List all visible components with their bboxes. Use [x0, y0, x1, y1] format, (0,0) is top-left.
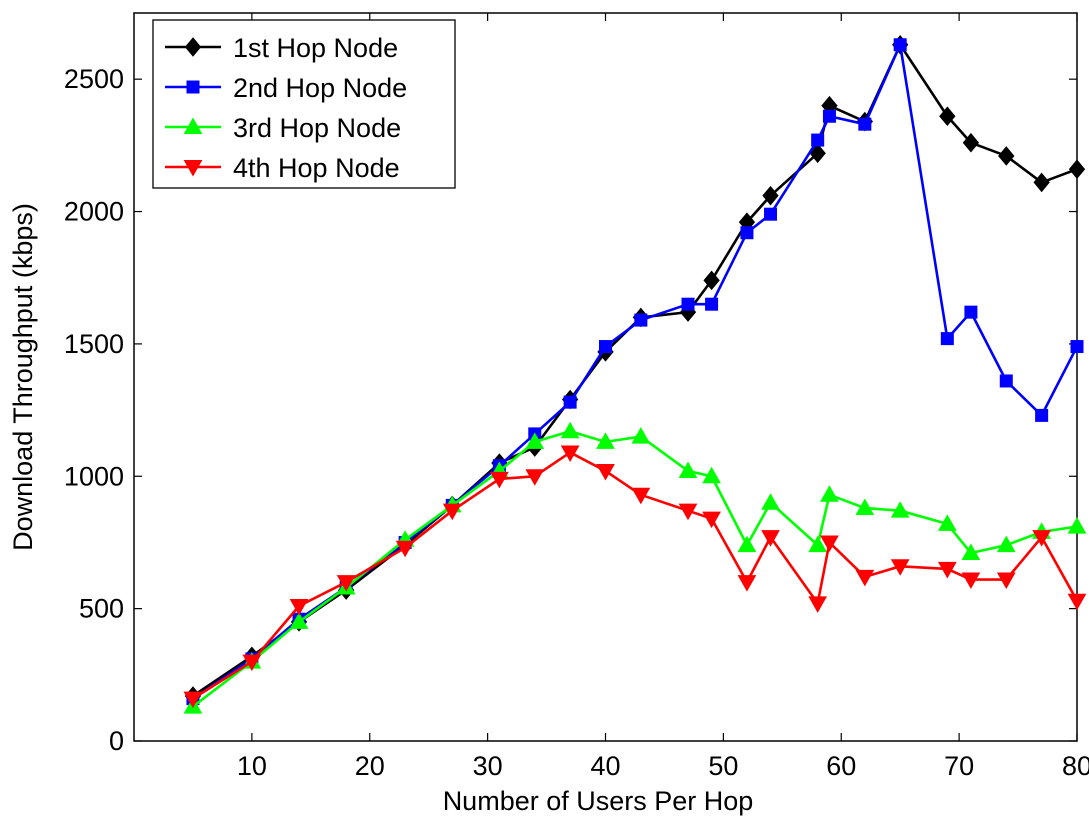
data-point — [596, 432, 615, 449]
data-point — [634, 313, 648, 327]
axes: 10 20 30 40 50 60 70 80 0 500 1000 1500 2000 2500 — [64, 13, 1089, 781]
data-point — [761, 530, 780, 547]
data-point — [525, 469, 545, 486]
legend-entry: 2nd Hop Node — [165, 73, 407, 103]
data-point — [961, 572, 981, 590]
data-point — [1032, 530, 1051, 547]
data-point — [678, 503, 698, 521]
x-tick-label: 40 — [590, 751, 620, 781]
data-point — [395, 540, 415, 558]
data-point — [442, 503, 462, 521]
y-tick-label: 2000 — [64, 197, 124, 227]
data-point — [855, 498, 875, 516]
x-tick-label: 70 — [944, 751, 974, 781]
data-point — [1070, 340, 1084, 354]
data-point — [560, 445, 580, 462]
data-point — [1068, 159, 1086, 179]
data-point — [1035, 408, 1049, 422]
data-point — [996, 572, 1016, 590]
data-point — [702, 511, 721, 529]
data-point — [678, 461, 698, 478]
legend-entry: 1st Hop Node — [165, 33, 398, 63]
data-point — [890, 559, 910, 576]
data-point — [183, 691, 203, 709]
data-point — [560, 421, 580, 439]
legend-swatch-marker — [184, 37, 202, 57]
y-tick-label: 1000 — [64, 461, 124, 491]
legend-label: 1st Hop Node — [233, 33, 398, 63]
data-point — [737, 575, 757, 592]
x-tick-label: 10 — [237, 751, 267, 781]
data-point — [820, 485, 839, 502]
data-point — [336, 575, 356, 592]
legend-label: 3rd Hop Node — [233, 113, 401, 143]
legend-label: 2nd Hop Node — [233, 73, 407, 103]
data-point — [961, 543, 981, 561]
data-point — [490, 471, 509, 489]
data-point — [1067, 593, 1087, 611]
data-point — [996, 535, 1016, 553]
data-point — [740, 226, 754, 240]
data-point — [964, 305, 978, 319]
legend-label: 4th Hop Node — [233, 153, 400, 183]
y-tick-label: 500 — [79, 594, 124, 624]
data-point — [289, 598, 309, 616]
data-point — [242, 654, 262, 672]
data-point — [937, 561, 957, 579]
data-point — [820, 535, 839, 552]
data-point — [811, 133, 825, 147]
x-tick-label: 30 — [473, 751, 503, 781]
data-point — [939, 106, 956, 127]
data-point — [761, 493, 780, 510]
data-point — [703, 270, 720, 291]
data-point — [289, 612, 309, 629]
legend-swatch-marker — [186, 80, 200, 94]
data-point — [525, 432, 545, 449]
x-tick-label: 80 — [1062, 751, 1089, 781]
data-point — [631, 427, 651, 444]
data-point — [999, 374, 1013, 388]
series-layer — [183, 34, 1087, 714]
data-point — [890, 501, 910, 518]
data-point — [808, 596, 828, 613]
data-point — [1067, 517, 1087, 534]
legend: 1st Hop Node 2nd Hop Node 3rd Hop Node 4th … — [152, 19, 456, 189]
data-point — [855, 569, 875, 587]
data-point — [998, 146, 1015, 166]
data-point — [937, 514, 957, 531]
data-point — [563, 395, 577, 409]
data-point — [596, 463, 615, 481]
data-point — [631, 487, 651, 505]
data-point — [681, 297, 695, 311]
data-point — [940, 332, 954, 346]
y-tick-label: 2500 — [64, 64, 124, 94]
series-4 — [183, 445, 1087, 709]
data-point — [962, 132, 980, 153]
y-axis-label: Download Throughput (kbps) — [8, 203, 38, 551]
data-point — [808, 535, 828, 553]
y-tick-label: 0 — [109, 726, 124, 756]
data-point — [705, 297, 719, 311]
x-tick-label: 20 — [355, 751, 385, 781]
x-tick-label: 50 — [708, 751, 738, 781]
data-point — [822, 109, 836, 123]
data-point — [858, 117, 872, 131]
legend-swatch-marker — [183, 160, 203, 177]
legend-entry: 4th Hop Node — [165, 153, 400, 183]
y-tick-label: 1500 — [64, 329, 124, 359]
data-point — [893, 38, 907, 52]
x-axis-label: Number of Users Per Hop — [443, 786, 754, 816]
legend-swatch-marker — [183, 117, 203, 134]
data-point — [702, 466, 721, 484]
data-point — [764, 207, 778, 221]
x-tick-label: 60 — [826, 751, 856, 781]
data-point — [1033, 172, 1050, 193]
data-point — [762, 185, 779, 206]
data-point — [737, 535, 757, 553]
data-point — [599, 340, 612, 354]
legend-entry: 3rd Hop Node — [165, 113, 401, 143]
